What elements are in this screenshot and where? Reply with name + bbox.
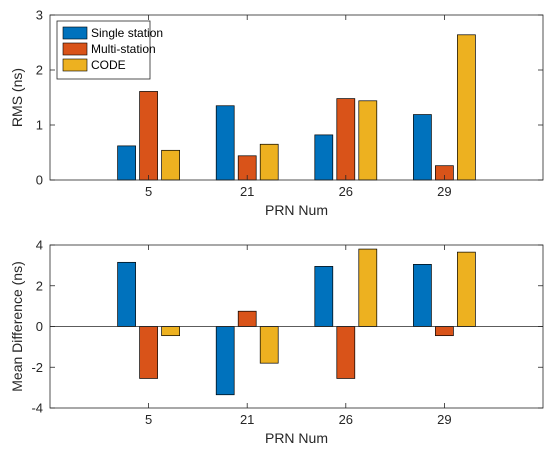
legend-label-single: Single station — [91, 26, 163, 40]
bottom-ytick-label-1: -2 — [31, 360, 43, 375]
top-axes-box — [49, 14, 544, 181]
bottom-ytick-label-0: -4 — [31, 401, 43, 416]
bottom-bar-code-21 — [259, 326, 279, 364]
top-xtick-label-3: 29 — [437, 184, 451, 199]
top-bar-code-5 — [161, 149, 180, 181]
bottom-bar-multi-5 — [139, 326, 158, 379]
legend-swatch-multi — [62, 42, 88, 56]
bottom-xtick-label-3: 29 — [437, 412, 451, 427]
legend-swatch-single — [62, 26, 88, 40]
top-xtick-label-1: 21 — [240, 184, 254, 199]
legend-swatch-code — [62, 58, 88, 72]
bottom-bar-code-26 — [358, 248, 378, 327]
legend-label-multi: Multi-station — [91, 42, 156, 56]
bottom-xtick-label-1: 21 — [240, 412, 254, 427]
top-bar-single-26 — [314, 134, 334, 181]
bottom-bar-multi-21 — [237, 310, 257, 327]
top-bar-multi-5 — [139, 91, 158, 181]
top-ytick-label-0: 0 — [36, 173, 43, 188]
bottom-bar-code-29 — [457, 251, 476, 327]
top-ytick-label-3: 3 — [36, 8, 43, 23]
top-bar-multi-26 — [336, 98, 356, 181]
top-xtick-label-0: 5 — [145, 184, 152, 199]
top-bar-code-21 — [259, 143, 279, 181]
bottom-bar-single-29 — [413, 264, 432, 327]
bottom-xtick-label-2: 26 — [339, 412, 353, 427]
bottom-bar-single-21 — [215, 326, 235, 396]
top-bar-single-5 — [117, 145, 136, 181]
bottom-y-axis-label: Mean Difference (ns) — [9, 261, 25, 391]
legend-label-code: CODE — [91, 58, 126, 72]
bottom-bar-multi-26 — [336, 326, 356, 379]
bottom-bar-single-26 — [314, 266, 334, 327]
top-bar-single-21 — [215, 105, 235, 181]
top-y-axis-label: RMS (ns) — [9, 68, 25, 127]
bottom-bar-code-5 — [161, 326, 180, 337]
bottom-ytick-label-4: 4 — [36, 238, 43, 253]
top-ytick-label-2: 2 — [36, 63, 43, 78]
bottom-bar-single-5 — [117, 261, 136, 327]
top-bar-single-29 — [413, 114, 432, 181]
bottom-x-axis-label: PRN Num — [265, 430, 328, 446]
top-x-axis-label: PRN Num — [265, 202, 328, 218]
top-bar-code-29 — [457, 34, 476, 181]
top-xtick-label-2: 26 — [339, 184, 353, 199]
bottom-xtick-label-0: 5 — [145, 412, 152, 427]
bottom-ytick-label-2: 0 — [36, 319, 43, 334]
top-bar-code-26 — [358, 100, 378, 181]
top-ytick-label-1: 1 — [36, 118, 43, 133]
bottom-bar-multi-29 — [435, 326, 454, 337]
bottom-ytick-label-3: 2 — [36, 278, 43, 293]
